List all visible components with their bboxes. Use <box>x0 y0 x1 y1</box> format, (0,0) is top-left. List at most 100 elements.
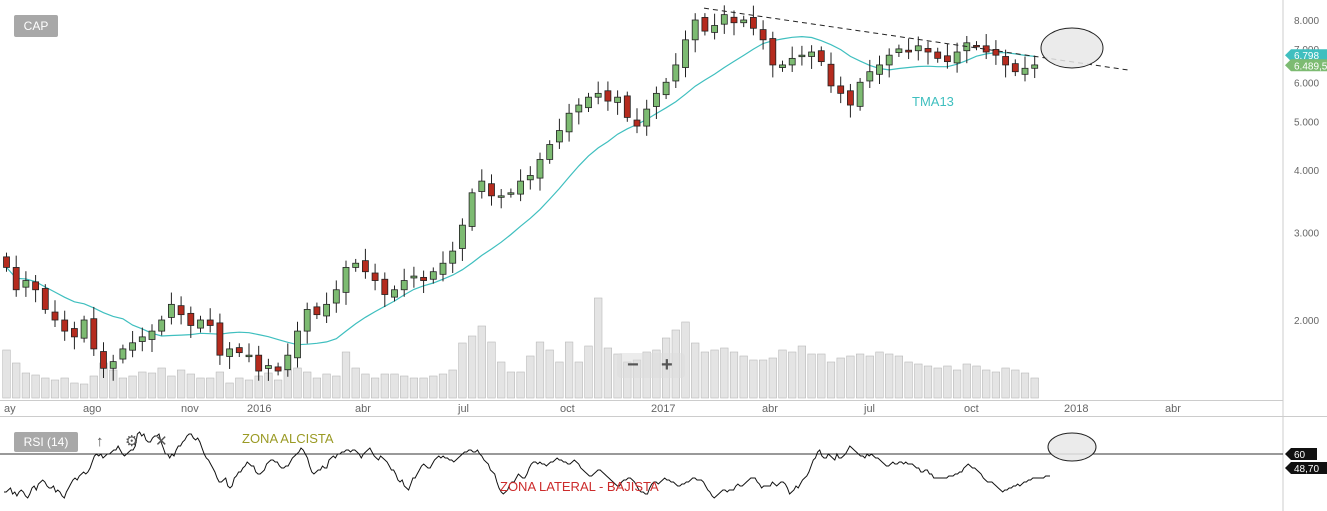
volume-bar <box>215 371 225 399</box>
candle-up <box>808 51 815 57</box>
candle-up <box>478 180 486 192</box>
volume-bar <box>351 367 360 399</box>
volume-bar <box>574 361 583 399</box>
volume-bar <box>312 377 322 399</box>
annotations: TMA13 <box>703 7 1129 462</box>
volume-bar <box>943 365 952 399</box>
candle-up <box>691 19 699 41</box>
volume-bar <box>885 353 894 399</box>
candle-down <box>750 17 757 29</box>
candle-up <box>264 365 272 369</box>
candle-up <box>226 348 234 357</box>
y-tick-label: 4.000 <box>1294 166 1319 177</box>
candle-up <box>167 303 175 318</box>
candle-up <box>517 180 524 195</box>
volume-bar <box>1011 369 1020 399</box>
y-tick-label: 2.000 <box>1294 316 1319 327</box>
volume-bar <box>41 377 50 399</box>
candle-down <box>944 55 951 63</box>
volume-bar <box>390 373 399 399</box>
candle-up <box>536 159 544 179</box>
volume-bar <box>555 361 564 399</box>
gear-icon[interactable]: ⚙ <box>125 433 139 450</box>
volume-bar <box>458 342 467 399</box>
candle-down <box>216 322 224 356</box>
volume-bar <box>564 341 574 399</box>
candle-down <box>905 49 912 53</box>
volume-bar <box>12 362 21 399</box>
volume-bar <box>419 377 428 399</box>
candle-up <box>429 271 437 280</box>
volume-bar <box>768 357 777 399</box>
candle-up <box>400 280 408 291</box>
candle-down <box>837 85 845 94</box>
candle-up <box>585 96 592 109</box>
candle-down <box>934 51 942 59</box>
volume-bar <box>923 365 933 399</box>
candle-up <box>798 54 806 58</box>
volume-bar <box>506 371 516 399</box>
candle-up <box>109 361 117 369</box>
candle-up <box>1031 64 1039 69</box>
candle-up <box>352 262 360 268</box>
volume-bar <box>80 383 89 399</box>
candle-up <box>788 57 796 66</box>
zoom-out-button[interactable]: − <box>627 354 639 376</box>
rsi-indicator-button[interactable]: RSI (14) <box>14 432 78 452</box>
volume-bar <box>797 345 806 399</box>
x-tick-label: ago <box>83 403 101 415</box>
volume-bar <box>50 379 60 399</box>
candle-up <box>546 144 554 160</box>
volume-bar <box>167 375 176 399</box>
x-tick-label: 2018 <box>1064 403 1088 415</box>
volume-bar <box>225 382 234 399</box>
volume-bar <box>138 371 147 399</box>
candle-up <box>1021 67 1029 75</box>
volume-bar <box>526 355 535 399</box>
candle-down <box>1011 63 1019 73</box>
candle-down <box>973 45 980 48</box>
volume-bar <box>235 377 244 399</box>
x-tick-label: oct <box>560 403 575 415</box>
volume-bar <box>186 373 195 399</box>
volume-bar <box>962 363 971 399</box>
candle-up <box>885 54 893 66</box>
volume-bar <box>303 371 312 399</box>
volume-bar <box>535 341 545 399</box>
candle-up <box>914 45 922 52</box>
candle-up <box>323 303 331 317</box>
candle-up <box>565 112 573 133</box>
volume-bar <box>982 369 991 399</box>
close-icon[interactable]: ✕ <box>155 433 168 450</box>
candle-down <box>361 260 369 273</box>
volume-bar <box>594 297 603 399</box>
volume-bar <box>758 359 768 399</box>
candle-down <box>623 95 631 118</box>
volume-bar <box>788 351 797 399</box>
x-tick-label: nov <box>181 403 199 415</box>
last-price-tag-text: 6.489,5 <box>1294 61 1327 72</box>
volume-bar <box>477 325 486 399</box>
volume-bar <box>380 373 389 399</box>
candle-down <box>187 312 195 326</box>
volume-bar <box>60 377 69 399</box>
volume-bar <box>332 375 341 399</box>
y-tick-label: 5.000 <box>1294 118 1319 129</box>
candle-down <box>730 16 738 24</box>
candle-up <box>468 192 476 227</box>
candle-up <box>497 195 505 198</box>
arrow-up-icon[interactable]: ↑ <box>96 433 104 450</box>
volume-bar <box>361 373 370 399</box>
ticker-label[interactable]: CAP <box>14 15 58 37</box>
zoom-in-button[interactable]: + <box>661 354 673 376</box>
candles <box>3 5 1039 381</box>
candle-up <box>575 104 583 113</box>
candle-up <box>711 25 718 33</box>
candle-down <box>313 306 321 316</box>
ma-price-tag <box>1285 49 1327 62</box>
volume-bar <box>817 353 826 399</box>
candle-down <box>488 183 495 197</box>
candle-up <box>856 81 864 107</box>
volume-bar <box>991 371 1000 399</box>
